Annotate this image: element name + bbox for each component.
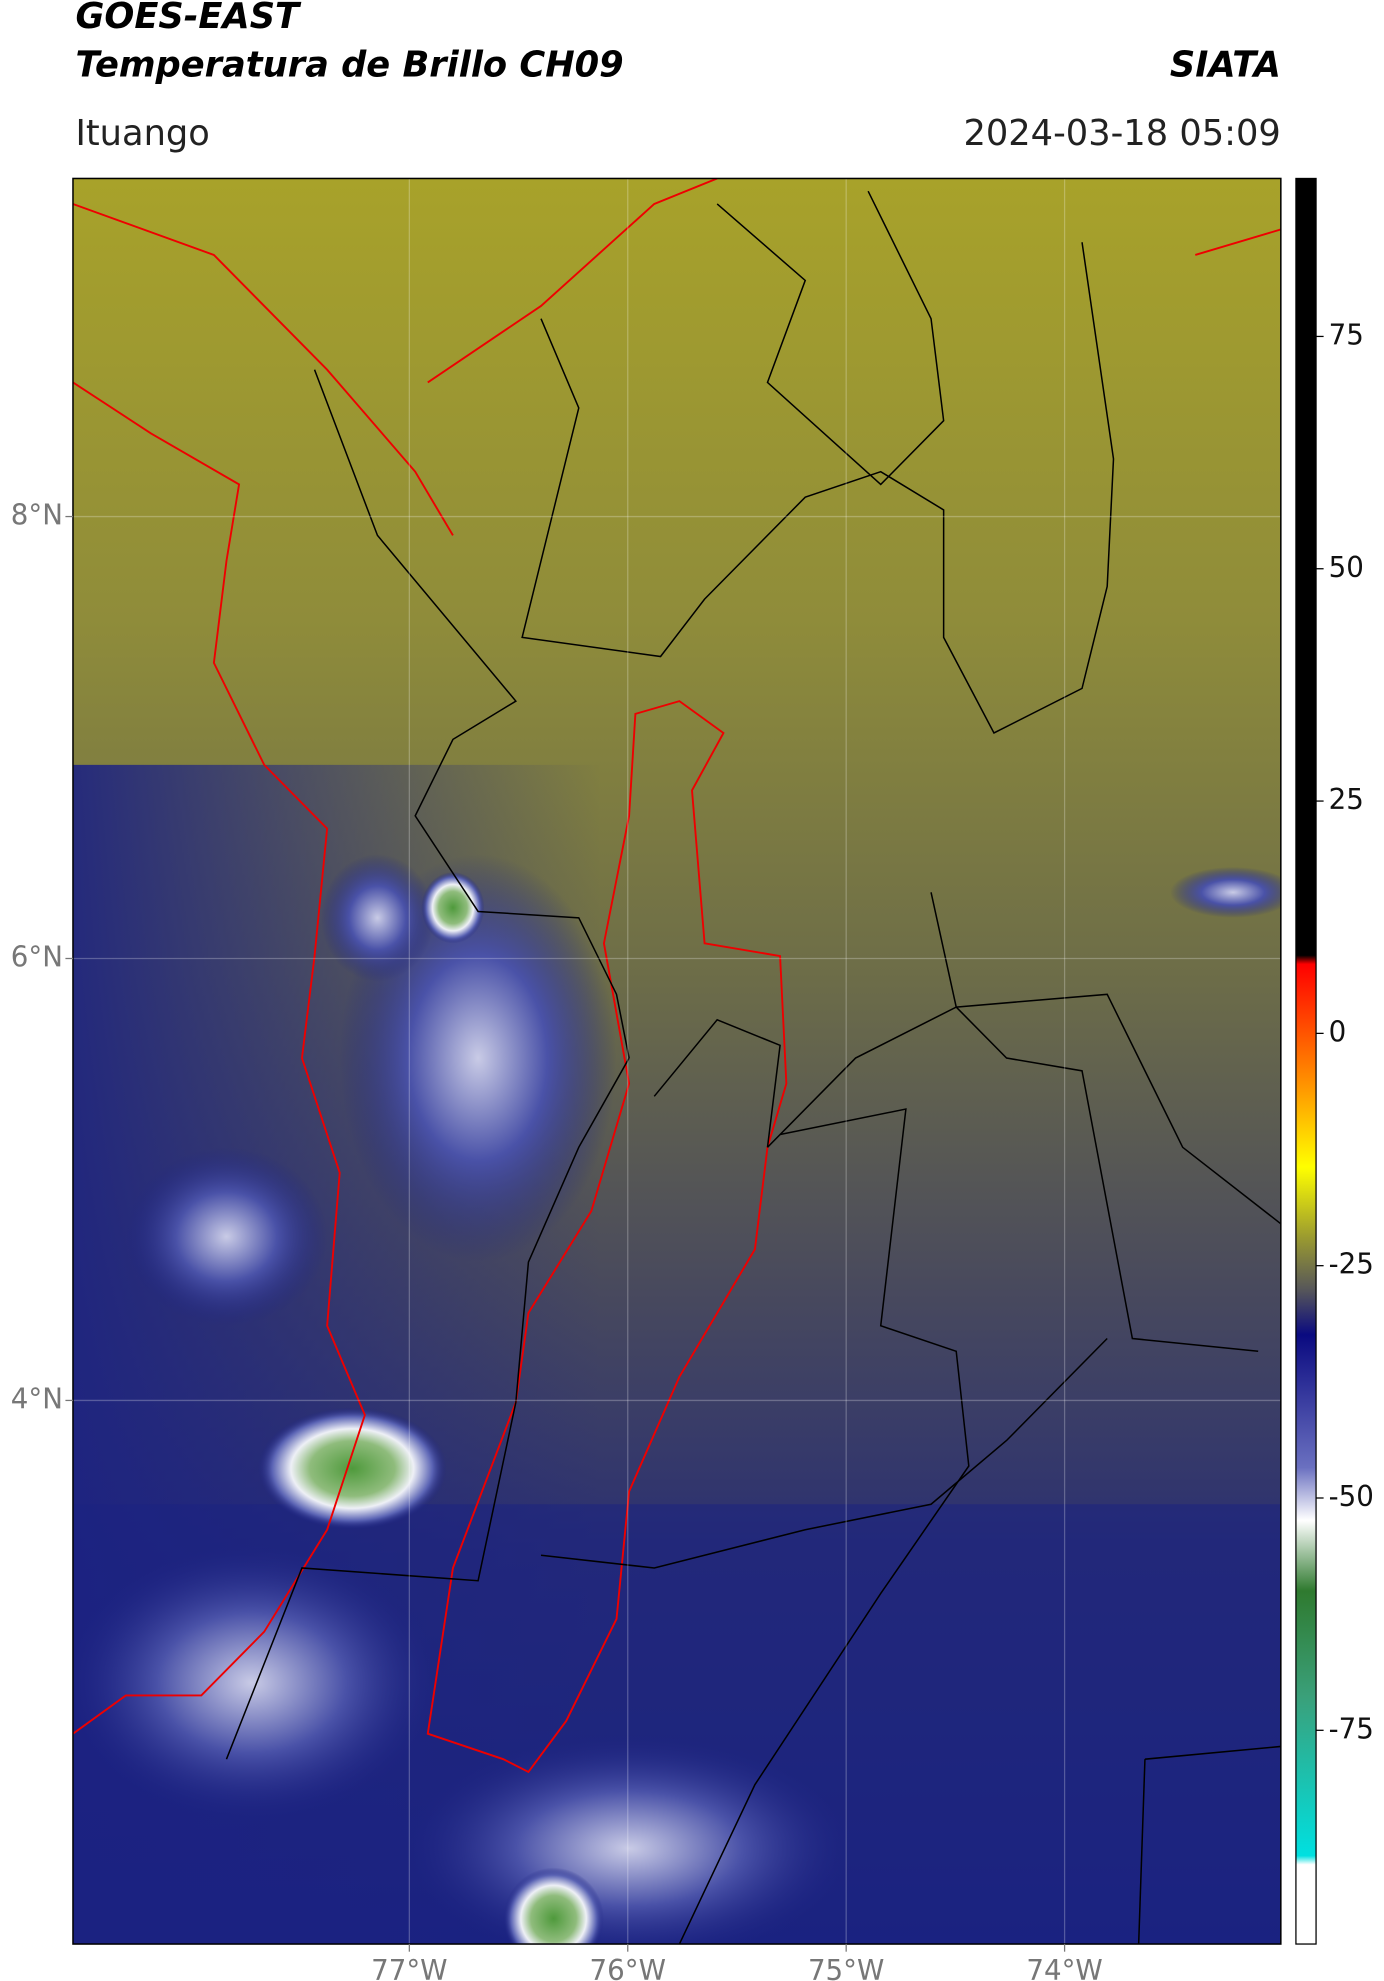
- map-frame: [72, 177, 1282, 1945]
- x-tick-label: 76°W: [590, 1954, 666, 1981]
- colorbar-tick-label: 50: [1329, 551, 1364, 584]
- colorbar-tick-label: -25: [1329, 1248, 1374, 1281]
- x-tick-label: 77°W: [371, 1954, 447, 1981]
- colorbar-tick-label: 0: [1329, 1015, 1347, 1048]
- y-tick-label: 8°N: [11, 498, 63, 531]
- location: Ituango: [75, 113, 209, 154]
- x-tick-label: 74°W: [1026, 1954, 1102, 1981]
- title-line2: Temperatura de Brillo CH09: [75, 44, 623, 85]
- datetime: 2024-03-18 05:09: [963, 113, 1280, 154]
- grid: [72, 178, 1281, 1945]
- y-tick-label: 4°N: [11, 1382, 63, 1415]
- colorbar-tick-label: -75: [1329, 1712, 1374, 1745]
- colorbar: [1295, 177, 1317, 1945]
- brand: SIATA: [1170, 44, 1281, 85]
- colorbar-tick-label: 75: [1329, 318, 1364, 351]
- x-tick-label: 75°W: [808, 1954, 884, 1981]
- map-image: [72, 178, 1281, 1945]
- ticks: 77°W 76°W 75°W 74°W 8°N 6°N 4°N 75 50 25 0 -25 -50 -7…: [11, 318, 1374, 1981]
- colorbar-tick-label: 25: [1329, 783, 1364, 816]
- y-tick-label: 6°N: [11, 940, 63, 973]
- title-line1: GOES-EAST: [75, 0, 301, 37]
- colorbar-tick-label: -50: [1329, 1480, 1374, 1513]
